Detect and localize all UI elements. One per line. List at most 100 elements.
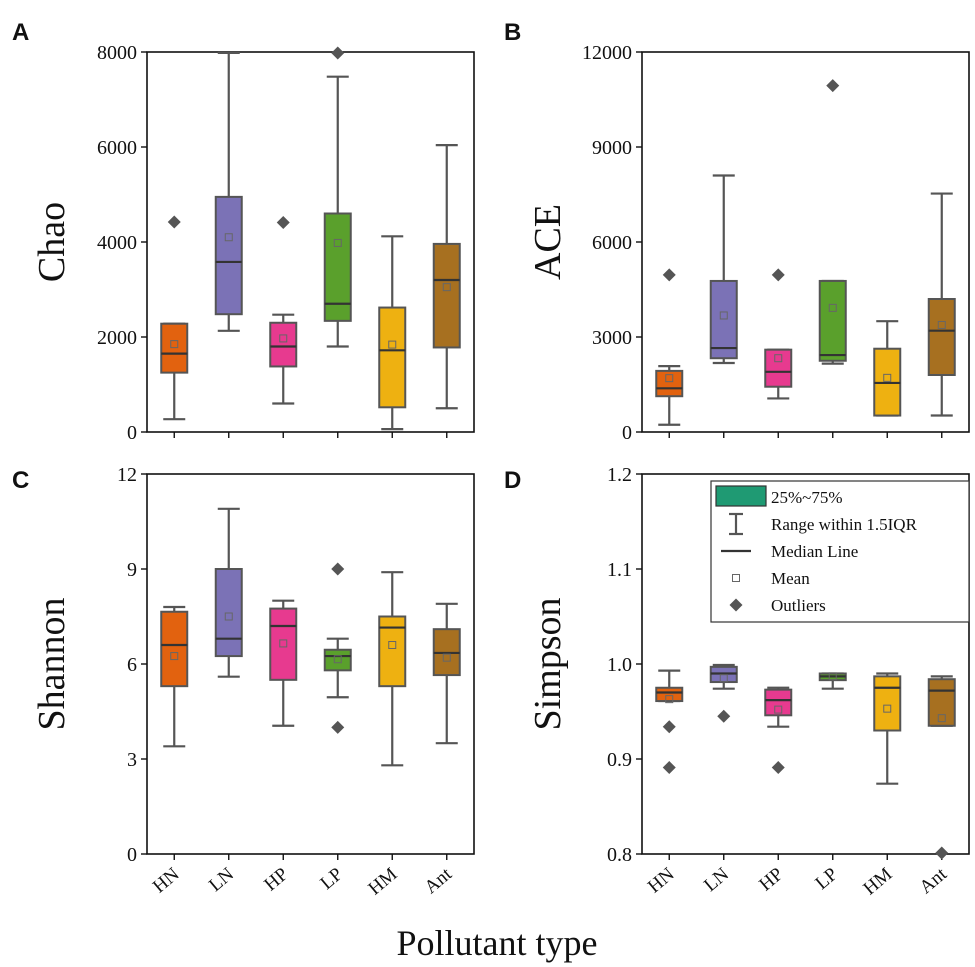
panel-b: B 0 3000 6000 9000 12000 ACE bbox=[504, 19, 970, 444]
mean-marker bbox=[937, 320, 946, 329]
y-tick-label: 12000 bbox=[582, 42, 632, 64]
legend-swatch-box bbox=[715, 485, 767, 507]
mean-marker bbox=[665, 695, 674, 704]
panel-c: C 0 3 6 9 12 Shannon HN LN HP LP HM Ant bbox=[12, 464, 475, 900]
y-axis-title: Shannon bbox=[31, 598, 73, 731]
box-hm bbox=[873, 320, 902, 417]
x-tick-label-ant: Ant bbox=[421, 863, 457, 898]
outlier-marker bbox=[771, 761, 785, 775]
legend-label-whisker: Range within 1.5IQR bbox=[771, 515, 918, 534]
mean-marker bbox=[224, 612, 233, 621]
y-tick-label: 3000 bbox=[592, 327, 632, 349]
x-tick-label-ant: Ant bbox=[916, 863, 952, 898]
box-hn bbox=[160, 215, 189, 421]
x-tick-label-hp: HP bbox=[755, 864, 787, 896]
iqr-box bbox=[818, 279, 847, 362]
outlier-marker bbox=[662, 720, 676, 734]
outlier-marker bbox=[935, 846, 949, 860]
legend-swatch-mean bbox=[732, 574, 740, 582]
mean-marker bbox=[828, 303, 837, 312]
mean-marker bbox=[279, 639, 288, 648]
y-axis-title: Simpson bbox=[527, 597, 569, 730]
y-tick-label: 4000 bbox=[97, 232, 137, 254]
mean-marker bbox=[719, 674, 728, 683]
outlier-marker bbox=[662, 761, 676, 775]
iqr-box bbox=[873, 675, 902, 732]
mean-marker bbox=[883, 373, 892, 382]
x-tick-label-hp: HP bbox=[260, 864, 292, 896]
y-tick-label: 1.1 bbox=[607, 559, 632, 581]
x-tick-label-hm: HM bbox=[860, 864, 897, 900]
box-hp bbox=[269, 599, 298, 727]
mean-marker bbox=[388, 340, 397, 349]
outlier-marker bbox=[331, 720, 345, 734]
x-tick-label-hn: HN bbox=[149, 864, 184, 898]
panel-letter-c: C bbox=[12, 467, 29, 494]
box-ant bbox=[432, 144, 461, 410]
outlier-marker bbox=[167, 215, 181, 229]
box-hp bbox=[764, 686, 793, 775]
y-tick-label: 9000 bbox=[592, 137, 632, 159]
y-tick-label: 3 bbox=[127, 749, 137, 771]
panel-letter-b: B bbox=[504, 19, 521, 46]
box-hp bbox=[764, 268, 793, 400]
outlier-marker bbox=[331, 562, 345, 576]
outlier-marker bbox=[826, 79, 840, 93]
y-tick-label: 6000 bbox=[592, 232, 632, 254]
outlier-marker bbox=[717, 709, 731, 723]
y-axis-title: ACE bbox=[527, 204, 569, 280]
outlier-marker bbox=[662, 268, 676, 282]
mean-marker bbox=[333, 655, 342, 664]
iqr-box bbox=[214, 195, 243, 316]
box-ln bbox=[709, 663, 738, 723]
mean-marker bbox=[937, 714, 946, 723]
y-tick-label: 1.2 bbox=[607, 464, 632, 486]
panel-letter-a: A bbox=[12, 19, 29, 46]
y-tick-label: 6 bbox=[127, 654, 137, 676]
box-ant bbox=[927, 675, 956, 860]
y-tick-label: 9 bbox=[127, 559, 137, 581]
mean-marker bbox=[774, 354, 783, 363]
mean-marker bbox=[170, 652, 179, 661]
iqr-box bbox=[269, 321, 298, 368]
box-hn bbox=[655, 268, 684, 426]
box-hn bbox=[160, 605, 189, 748]
panel-letter-d: D bbox=[504, 467, 521, 494]
legend-label-outlier: Outliers bbox=[771, 596, 826, 615]
box-ln bbox=[214, 51, 243, 332]
box-hn bbox=[655, 669, 684, 775]
mean-marker bbox=[388, 641, 397, 649]
mean-marker bbox=[442, 653, 451, 662]
panel-a: A 0 2000 4000 6000 8000 Chao bbox=[12, 19, 475, 444]
box-ant bbox=[927, 192, 956, 417]
mean-marker bbox=[883, 704, 892, 713]
y-tick-label: 6000 bbox=[97, 137, 137, 159]
box-hm bbox=[378, 235, 407, 431]
iqr-box bbox=[927, 298, 956, 376]
mean-marker bbox=[442, 283, 451, 292]
box-hm bbox=[378, 571, 407, 767]
box-hm bbox=[873, 672, 902, 785]
mean-marker bbox=[333, 238, 342, 247]
mean-marker bbox=[665, 374, 674, 383]
x-tick-label-ln: LN bbox=[700, 864, 733, 897]
x-tick-label-ln: LN bbox=[205, 864, 238, 897]
y-tick-label: 0 bbox=[127, 844, 137, 866]
x-tick-label-hn: HN bbox=[644, 864, 679, 898]
mean-marker bbox=[774, 705, 783, 714]
box-lp bbox=[818, 79, 847, 365]
plot-frame bbox=[146, 473, 475, 855]
box-ant bbox=[432, 602, 461, 745]
y-tick-label: 0.9 bbox=[607, 749, 632, 771]
mean-marker bbox=[279, 334, 288, 343]
box-ln bbox=[214, 507, 243, 678]
legend-label-mean: Mean bbox=[771, 569, 810, 588]
mean-marker bbox=[719, 311, 728, 320]
box-ln bbox=[709, 174, 738, 365]
panels: A02000400060008000ChaoB03000600090001200… bbox=[12, 19, 970, 900]
iqr-box bbox=[927, 678, 956, 727]
iqr-box bbox=[764, 688, 793, 717]
y-tick-label: 1.0 bbox=[607, 654, 632, 676]
iqr-box bbox=[378, 306, 407, 409]
